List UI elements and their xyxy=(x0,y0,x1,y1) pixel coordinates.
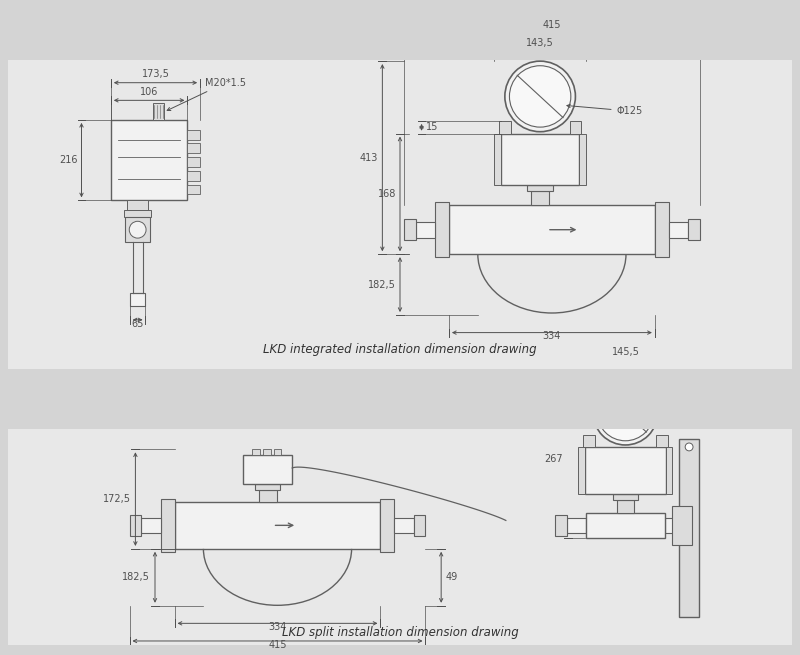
Text: 106: 106 xyxy=(140,87,158,97)
Text: 65: 65 xyxy=(131,319,144,329)
Bar xyxy=(187,157,200,167)
Circle shape xyxy=(685,443,693,451)
Bar xyxy=(555,515,566,536)
Bar xyxy=(570,121,582,134)
Circle shape xyxy=(598,384,654,441)
Bar xyxy=(499,121,510,134)
Bar xyxy=(586,447,666,494)
Bar xyxy=(130,293,146,306)
Bar xyxy=(617,500,634,513)
Bar xyxy=(243,455,292,484)
Text: 168: 168 xyxy=(378,189,396,199)
Bar xyxy=(187,185,200,195)
Text: M20*1.5: M20*1.5 xyxy=(167,78,246,111)
Bar xyxy=(579,134,586,185)
Bar xyxy=(665,517,684,533)
Text: Φ125: Φ125 xyxy=(567,104,643,116)
Bar xyxy=(501,134,579,185)
Text: 182,5: 182,5 xyxy=(368,280,396,290)
Bar xyxy=(153,103,164,120)
Text: LKD split installation dimension drawing: LKD split installation dimension drawing xyxy=(282,626,518,639)
FancyBboxPatch shape xyxy=(4,56,796,373)
Bar xyxy=(688,219,700,240)
Text: 334: 334 xyxy=(268,622,286,632)
Bar xyxy=(111,120,187,200)
Bar xyxy=(527,185,553,191)
Bar xyxy=(654,202,669,257)
Bar xyxy=(669,222,688,238)
Circle shape xyxy=(130,221,146,238)
Bar xyxy=(586,513,665,538)
Bar xyxy=(125,217,150,242)
Bar xyxy=(259,490,277,502)
Text: LKD integrated installation dimension drawing: LKD integrated installation dimension dr… xyxy=(263,343,537,356)
Text: 413: 413 xyxy=(359,153,378,162)
Bar xyxy=(161,499,174,552)
Text: 15: 15 xyxy=(426,122,438,132)
Text: 173,5: 173,5 xyxy=(142,69,170,79)
Text: 145,5: 145,5 xyxy=(611,347,639,357)
Text: 172,5: 172,5 xyxy=(102,494,130,504)
Circle shape xyxy=(510,66,571,127)
Bar xyxy=(174,502,381,549)
Bar xyxy=(684,515,696,536)
Bar xyxy=(566,517,586,533)
Bar xyxy=(381,499,394,552)
Bar xyxy=(414,515,426,536)
Text: 267: 267 xyxy=(544,454,562,464)
Bar xyxy=(404,219,416,240)
Bar xyxy=(187,143,200,153)
Bar xyxy=(679,439,699,618)
Bar xyxy=(187,171,200,181)
Bar xyxy=(127,200,149,210)
Bar xyxy=(583,435,595,447)
Text: 49: 49 xyxy=(446,572,458,582)
Bar xyxy=(262,449,270,455)
Bar xyxy=(673,506,692,545)
Text: 216: 216 xyxy=(59,155,78,165)
Bar xyxy=(449,205,654,254)
Bar xyxy=(435,202,449,257)
Bar xyxy=(531,191,549,205)
Bar xyxy=(142,517,161,533)
Bar xyxy=(394,517,414,533)
Bar xyxy=(255,484,281,490)
Bar xyxy=(578,447,586,494)
Bar xyxy=(252,449,260,455)
Text: 334: 334 xyxy=(542,331,561,341)
Circle shape xyxy=(505,61,575,132)
Text: 415: 415 xyxy=(268,640,286,650)
Bar xyxy=(130,515,142,536)
FancyBboxPatch shape xyxy=(4,425,796,649)
Bar xyxy=(187,130,200,140)
Bar xyxy=(416,222,435,238)
Text: 415: 415 xyxy=(542,20,561,30)
Bar xyxy=(494,134,501,185)
Text: 182,5: 182,5 xyxy=(122,572,150,582)
Bar xyxy=(666,447,673,494)
Bar xyxy=(124,210,151,217)
Circle shape xyxy=(593,381,658,445)
Bar xyxy=(613,494,638,500)
Bar xyxy=(656,435,667,447)
Text: 143,5: 143,5 xyxy=(526,38,554,48)
Bar xyxy=(274,449,282,455)
